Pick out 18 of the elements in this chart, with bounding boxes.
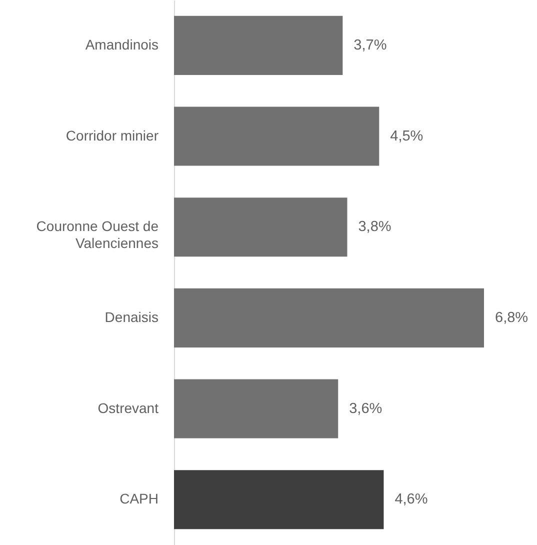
data-label: 3,7%	[354, 37, 387, 54]
bar	[174, 288, 484, 348]
data-label: 3,6%	[349, 400, 382, 417]
y-tick-label: Corridor minier	[66, 127, 159, 144]
data-label: 4,5%	[390, 128, 424, 144]
data-label: 3,8%	[358, 219, 392, 236]
bar	[174, 379, 338, 438]
bar	[174, 106, 380, 166]
y-tick-label: Denaisis	[104, 308, 158, 325]
bar	[174, 198, 348, 257]
bar	[174, 16, 343, 75]
y-tick-label: Ostrevant	[98, 400, 159, 416]
data-label: 4,6%	[394, 492, 428, 508]
bar	[174, 470, 384, 530]
y-tick-label: Amandinois	[85, 36, 158, 52]
y-tick-label: Couronne Ouest de Valenciennes	[36, 218, 159, 252]
y-tick-label: CAPH	[120, 490, 158, 507]
data-label: 6,8%	[495, 310, 528, 326]
